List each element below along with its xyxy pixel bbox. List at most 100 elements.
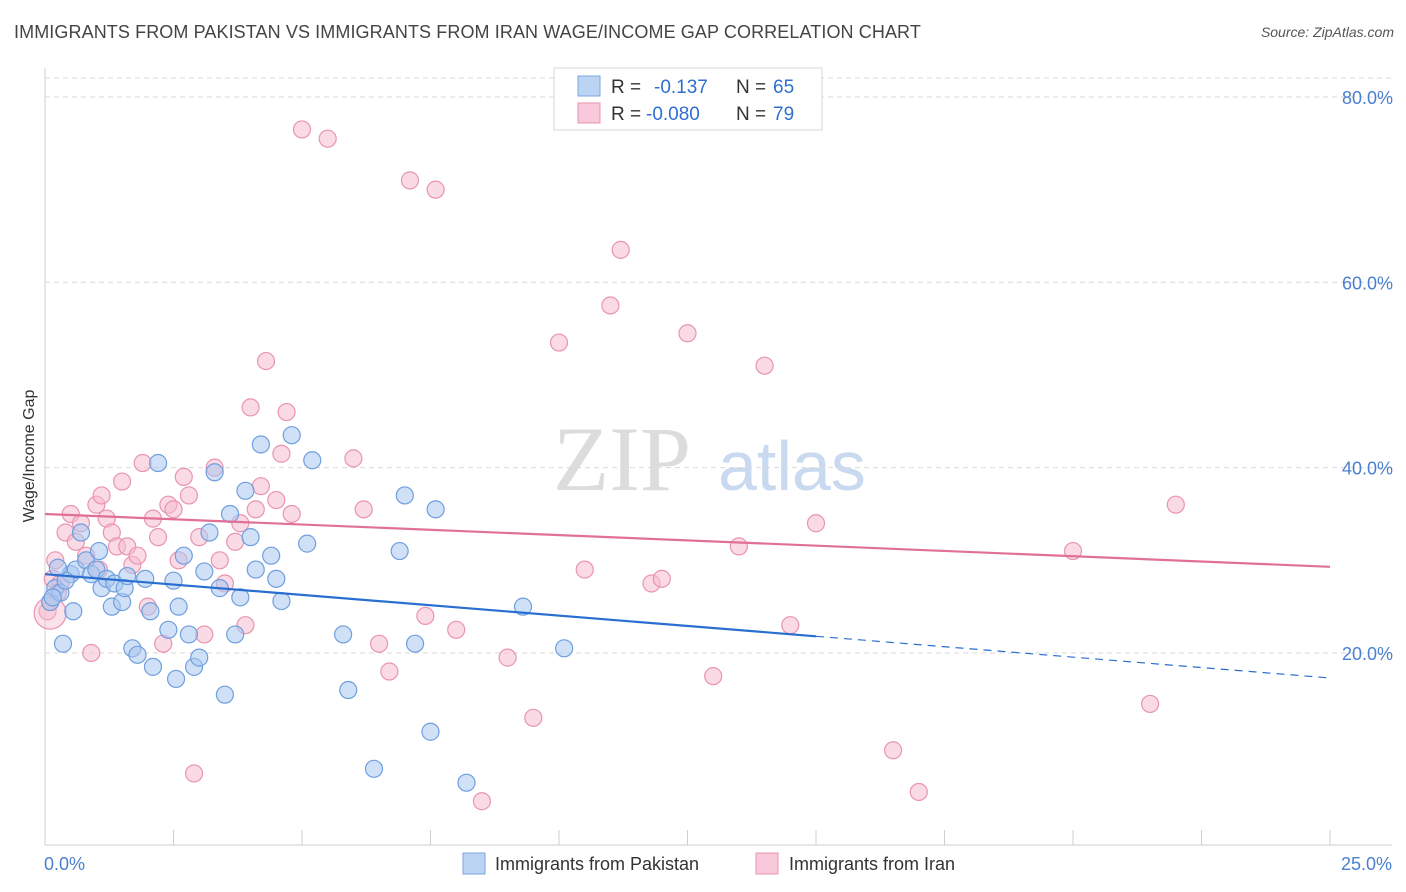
iran-point: [195, 625, 214, 644]
iran-point: [226, 532, 245, 551]
pakistan-point: [282, 426, 301, 445]
pakistan-point: [364, 759, 384, 778]
iran-point: [148, 528, 168, 547]
pakistan-point: [262, 546, 281, 565]
legend-n-value-pakistan: 65: [773, 77, 794, 98]
iran-point: [755, 356, 774, 375]
legend-r-value-pakistan: -0.137: [654, 77, 708, 98]
x-tick-label-min: 0.0%: [44, 854, 85, 874]
pakistan-point: [141, 602, 160, 621]
iran-point: [277, 402, 296, 422]
pakistan-point: [53, 634, 73, 653]
y-tick-label-60: 60.0%: [1342, 273, 1393, 293]
iran-point: [883, 741, 903, 760]
pakistan-point: [164, 571, 183, 590]
pakistan-trend-line: [44, 573, 817, 638]
iran-point: [164, 500, 183, 519]
iran-point: [292, 120, 312, 139]
y-axis-title: Wage/Income Gap: [21, 390, 38, 523]
bottom-legend-label-pakistan: Immigrants from Pakistan: [495, 854, 699, 874]
pakistan-point: [200, 523, 219, 542]
pakistan-point: [421, 722, 440, 741]
y-tick-label-40: 40.0%: [1342, 459, 1393, 479]
iran-point: [416, 606, 435, 626]
pakistan-point: [89, 541, 109, 561]
pakistan-point: [220, 504, 240, 524]
iran-point: [524, 708, 543, 727]
iran-point: [210, 551, 229, 570]
series-legend: Immigrants from Pakistan Immigrants from…: [462, 852, 955, 875]
source-label: Source: ZipAtlas.com: [1260, 24, 1394, 40]
pakistan-point: [395, 486, 414, 505]
iran-point: [282, 504, 301, 524]
iran-point: [498, 648, 517, 667]
iran-point: [909, 782, 928, 802]
pakistan-point: [405, 634, 425, 653]
iran-point: [781, 616, 800, 635]
chart-title: IMMIGRANTS FROM PAKISTAN VS IMMIGRANTS F…: [14, 22, 921, 42]
iran-point: [133, 453, 152, 473]
pakistan-point: [267, 569, 286, 588]
pakistan-point: [205, 463, 224, 482]
iran-point: [92, 486, 111, 505]
iran-point: [256, 351, 276, 371]
pakistan-point: [148, 453, 168, 473]
correlation-legend: R = -0.137 N = 65 R = -0.080 N = 79: [553, 67, 823, 131]
pakistan-point: [241, 528, 260, 547]
iran-point: [575, 560, 594, 579]
pakistan-point: [166, 669, 186, 689]
pakistan-point: [226, 625, 245, 644]
legend-r-label-pakistan: R =: [611, 77, 641, 98]
watermark-zip: ZIP: [553, 408, 691, 510]
iran-point: [246, 500, 265, 519]
pakistan-point: [159, 620, 178, 639]
pakistan-point: [128, 645, 147, 664]
pakistan-point: [71, 523, 91, 542]
iran-point: [251, 477, 270, 496]
pakistan-point: [215, 685, 234, 704]
pakistan-point: [136, 569, 155, 588]
iran-point: [241, 398, 260, 417]
y-tick-label-80: 80.0%: [1342, 88, 1393, 108]
iran-point: [426, 180, 445, 199]
pakistan-point: [298, 534, 317, 553]
iran-point: [806, 514, 826, 533]
x-axis-ticks: [44, 830, 1331, 845]
pakistan-point: [303, 451, 322, 470]
iran-point: [112, 472, 132, 491]
iran-point: [272, 444, 291, 463]
trend-lines: [44, 512, 1331, 679]
legend-swatch-pakistan: [577, 75, 601, 97]
pakistan-point: [236, 481, 255, 500]
iran-point: [318, 129, 337, 148]
iran-point: [380, 662, 399, 681]
x-tick-label-max: 25.0%: [1341, 854, 1392, 874]
pakistan-point: [390, 541, 409, 561]
iran-point: [370, 634, 389, 653]
pakistan-point: [246, 560, 265, 579]
watermark-atlas: atlas: [718, 427, 866, 505]
iran-point: [179, 486, 199, 505]
y-tick-label-20: 20.0%: [1342, 644, 1393, 664]
pakistan-point: [457, 773, 476, 792]
iran-point: [678, 324, 697, 343]
pakistan-trend-extension: [815, 635, 1331, 679]
pakistan-point: [169, 597, 188, 616]
iran-point: [128, 546, 147, 565]
iran-point: [704, 667, 723, 686]
pakistan-point: [555, 639, 574, 658]
legend-n-value-iran: 79: [773, 104, 794, 125]
iran-point: [472, 792, 491, 811]
iran-point: [601, 296, 620, 315]
iran-point: [267, 490, 286, 510]
pakistan-point: [513, 597, 533, 616]
iran-point: [400, 171, 420, 190]
legend-n-label-pakistan: N =: [736, 77, 766, 98]
pakistan-point: [426, 500, 445, 519]
gridlines: [45, 77, 1392, 654]
iran-point: [549, 333, 569, 352]
legend-r-value-iran: -0.080: [646, 104, 700, 125]
pakistan-point: [174, 546, 193, 565]
iran-point: [344, 449, 363, 468]
